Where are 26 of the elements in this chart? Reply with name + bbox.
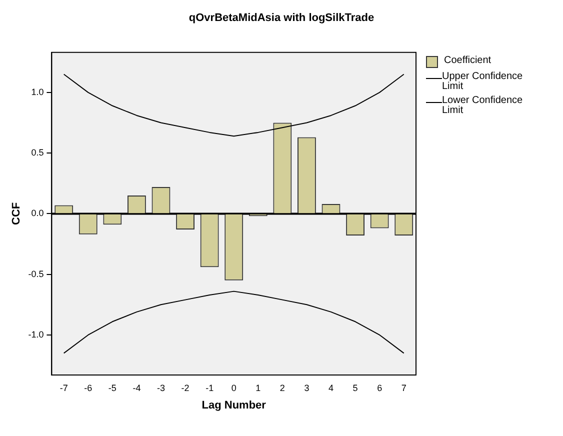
x-tick-label: 6 <box>377 382 382 393</box>
y-tick-label: 1.0 <box>31 86 44 97</box>
x-tick-label: -3 <box>156 382 166 393</box>
x-tick-label: -1 <box>206 382 214 393</box>
x-tick-label: 5 <box>352 382 358 393</box>
y-tick-label: -0.5 <box>28 268 44 279</box>
x-tick-label: -7 <box>60 382 68 393</box>
legend-label: Lower Confidence Limit <box>442 95 524 116</box>
x-tick-label: -2 <box>181 382 190 393</box>
x-tick-label: 4 <box>328 382 334 393</box>
x-tick-label: 2 <box>280 382 285 393</box>
legend-label: Coefficient <box>444 55 492 66</box>
x-tick-label: 1 <box>256 382 261 393</box>
x-axis-title: Lag Number <box>202 399 267 412</box>
x-tick-label: -4 <box>132 382 141 393</box>
x-tick-label: -5 <box>108 382 116 393</box>
x-tick-label: 7 <box>401 382 406 393</box>
x-tick-label: 3 <box>304 382 310 393</box>
x-tick-label: -6 <box>84 382 92 393</box>
legend-label: Upper Confidence Limit <box>442 71 524 92</box>
y-tick-label: -1.0 <box>28 329 44 340</box>
y-tick-label: 0.5 <box>31 148 44 158</box>
x-tick-label: 0 <box>231 382 236 393</box>
chart-title: qOvrBetaMidAsia with logSilkTrade <box>188 12 376 24</box>
y-tick-label: 0.0 <box>31 208 44 218</box>
y-axis-title: CCF <box>10 202 23 226</box>
